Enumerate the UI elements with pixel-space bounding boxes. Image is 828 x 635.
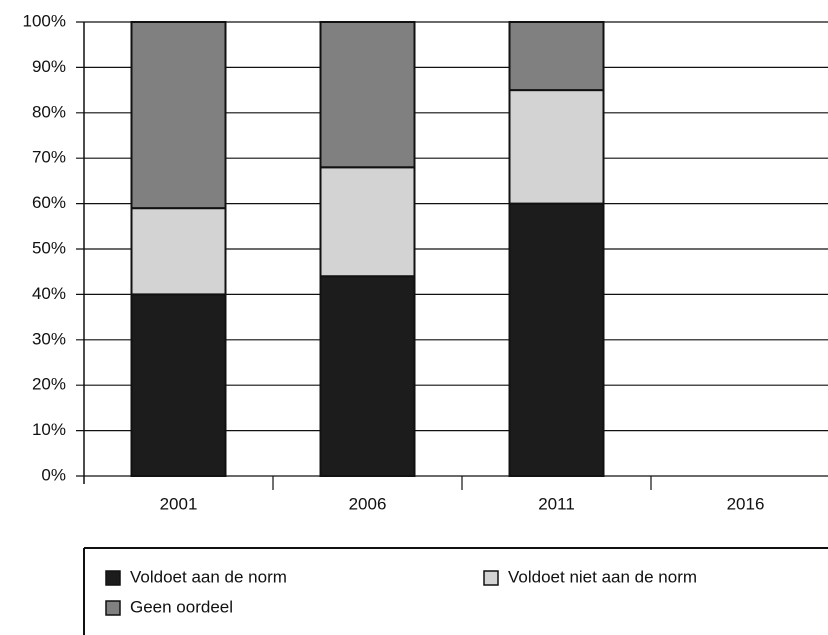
- y-tick-label: 0%: [41, 465, 66, 484]
- legend-label: Geen oordeel: [130, 597, 233, 616]
- bar-segment: [508, 21, 605, 92]
- x-tick-label: 2011: [538, 494, 575, 513]
- bar-segment: [319, 21, 416, 169]
- bar-segment: [319, 275, 416, 477]
- y-tick-label: 30%: [32, 329, 66, 348]
- y-tick-label: 20%: [32, 375, 66, 394]
- y-tick-label: 50%: [32, 238, 66, 257]
- x-tick-label: 2016: [727, 494, 765, 513]
- bar-segment: [508, 202, 605, 477]
- legend-swatch: [105, 600, 121, 616]
- legend-swatch: [105, 570, 121, 586]
- x-tick-label: 2001: [160, 494, 198, 513]
- y-tick-label: 40%: [32, 284, 66, 303]
- y-tick-label: 10%: [32, 420, 66, 439]
- y-tick-label: 60%: [32, 193, 66, 212]
- y-tick-label: 90%: [32, 57, 66, 76]
- bar-segment: [130, 21, 227, 210]
- y-tick-label: 100%: [23, 11, 66, 30]
- bar-segment: [508, 89, 605, 205]
- legend-label: Voldoet niet aan de norm: [508, 567, 697, 586]
- bar-segment: [130, 293, 227, 477]
- x-tick-label: 2006: [349, 494, 387, 513]
- bar-segment: [319, 166, 416, 278]
- legend-swatch: [483, 570, 499, 586]
- y-tick-label: 80%: [32, 102, 66, 121]
- y-tick-label: 70%: [32, 148, 66, 167]
- legend-label: Voldoet aan de norm: [130, 567, 287, 586]
- bar-segment: [130, 207, 227, 296]
